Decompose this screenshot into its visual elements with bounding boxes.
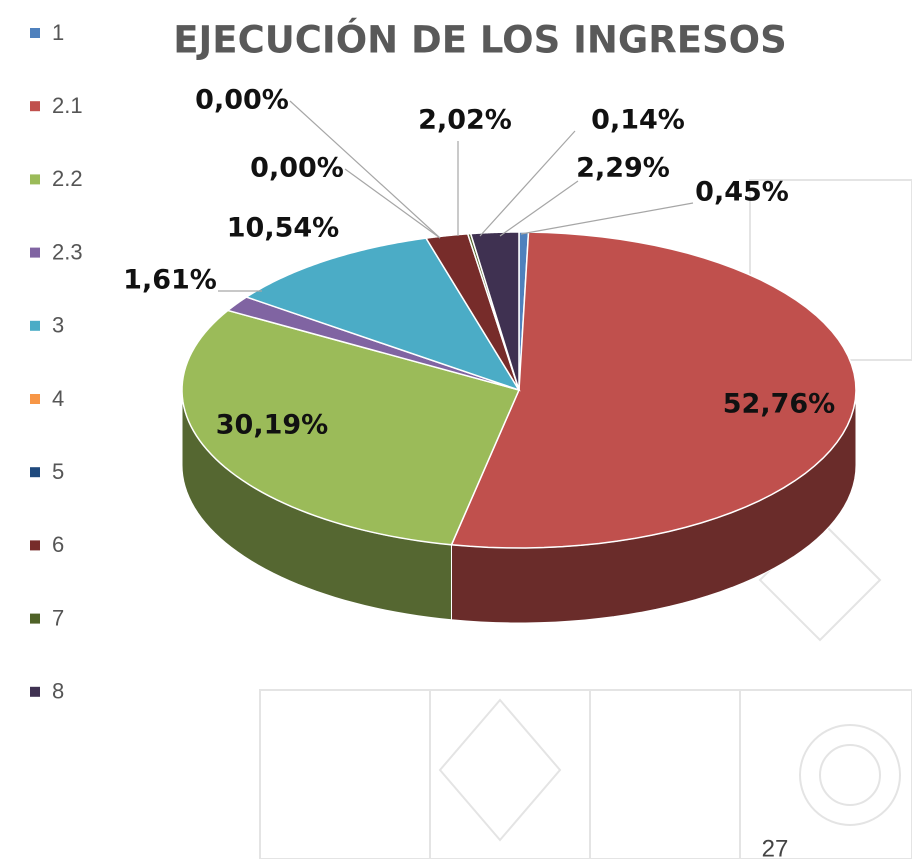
data-label: 1,61%: [123, 265, 217, 296]
legend-label: 2.2: [52, 166, 83, 191]
data-label: 0,00%: [195, 85, 289, 116]
data-label: 2,02%: [418, 105, 512, 136]
legend-swatch: [30, 101, 40, 112]
slice: [450, 231, 857, 549]
legend-swatch: [30, 540, 40, 551]
legend-label: 3: [52, 313, 64, 338]
legend-label: 7: [52, 605, 64, 630]
page-number: 27: [762, 835, 789, 859]
data-label: 0,14%: [591, 105, 685, 136]
legend-swatch: [30, 174, 40, 185]
legend-label: 4: [52, 386, 64, 411]
data-label: 10,54%: [227, 213, 339, 244]
legend-swatch: [30, 467, 40, 478]
chart-title: EJECUCIÓN DE LOS INGRESOS: [173, 18, 786, 62]
legend-swatch: [30, 320, 40, 331]
slice: [244, 237, 521, 392]
legend-label: 8: [52, 679, 64, 704]
legend-label: 5: [52, 459, 64, 484]
data-label: 0,00%: [250, 153, 344, 184]
leader-line: [520, 202, 694, 235]
slice: [226, 296, 520, 391]
leader-line: [289, 100, 441, 239]
legend-label: 2.3: [52, 239, 83, 264]
data-label: 0,45%: [695, 177, 789, 208]
leader-line: [479, 130, 576, 237]
legend-label: 1: [52, 20, 64, 45]
pie-tops: [181, 231, 857, 549]
leader-line: [499, 180, 579, 237]
data-label: 30,19%: [216, 410, 328, 441]
legend-swatch: [30, 613, 40, 624]
slice: [181, 309, 521, 546]
legend-label: 2.1: [52, 93, 83, 118]
legend-swatch: [30, 686, 40, 697]
slice: [469, 231, 520, 391]
data-label: 2,29%: [576, 153, 670, 184]
legend-swatch: [30, 28, 40, 38]
legend-swatch: [30, 394, 40, 404]
leader-line: [344, 168, 441, 239]
slice: [424, 233, 520, 391]
data-label: 52,76%: [723, 389, 835, 420]
legend-label: 6: [52, 532, 64, 557]
legend-swatch: [30, 247, 40, 258]
